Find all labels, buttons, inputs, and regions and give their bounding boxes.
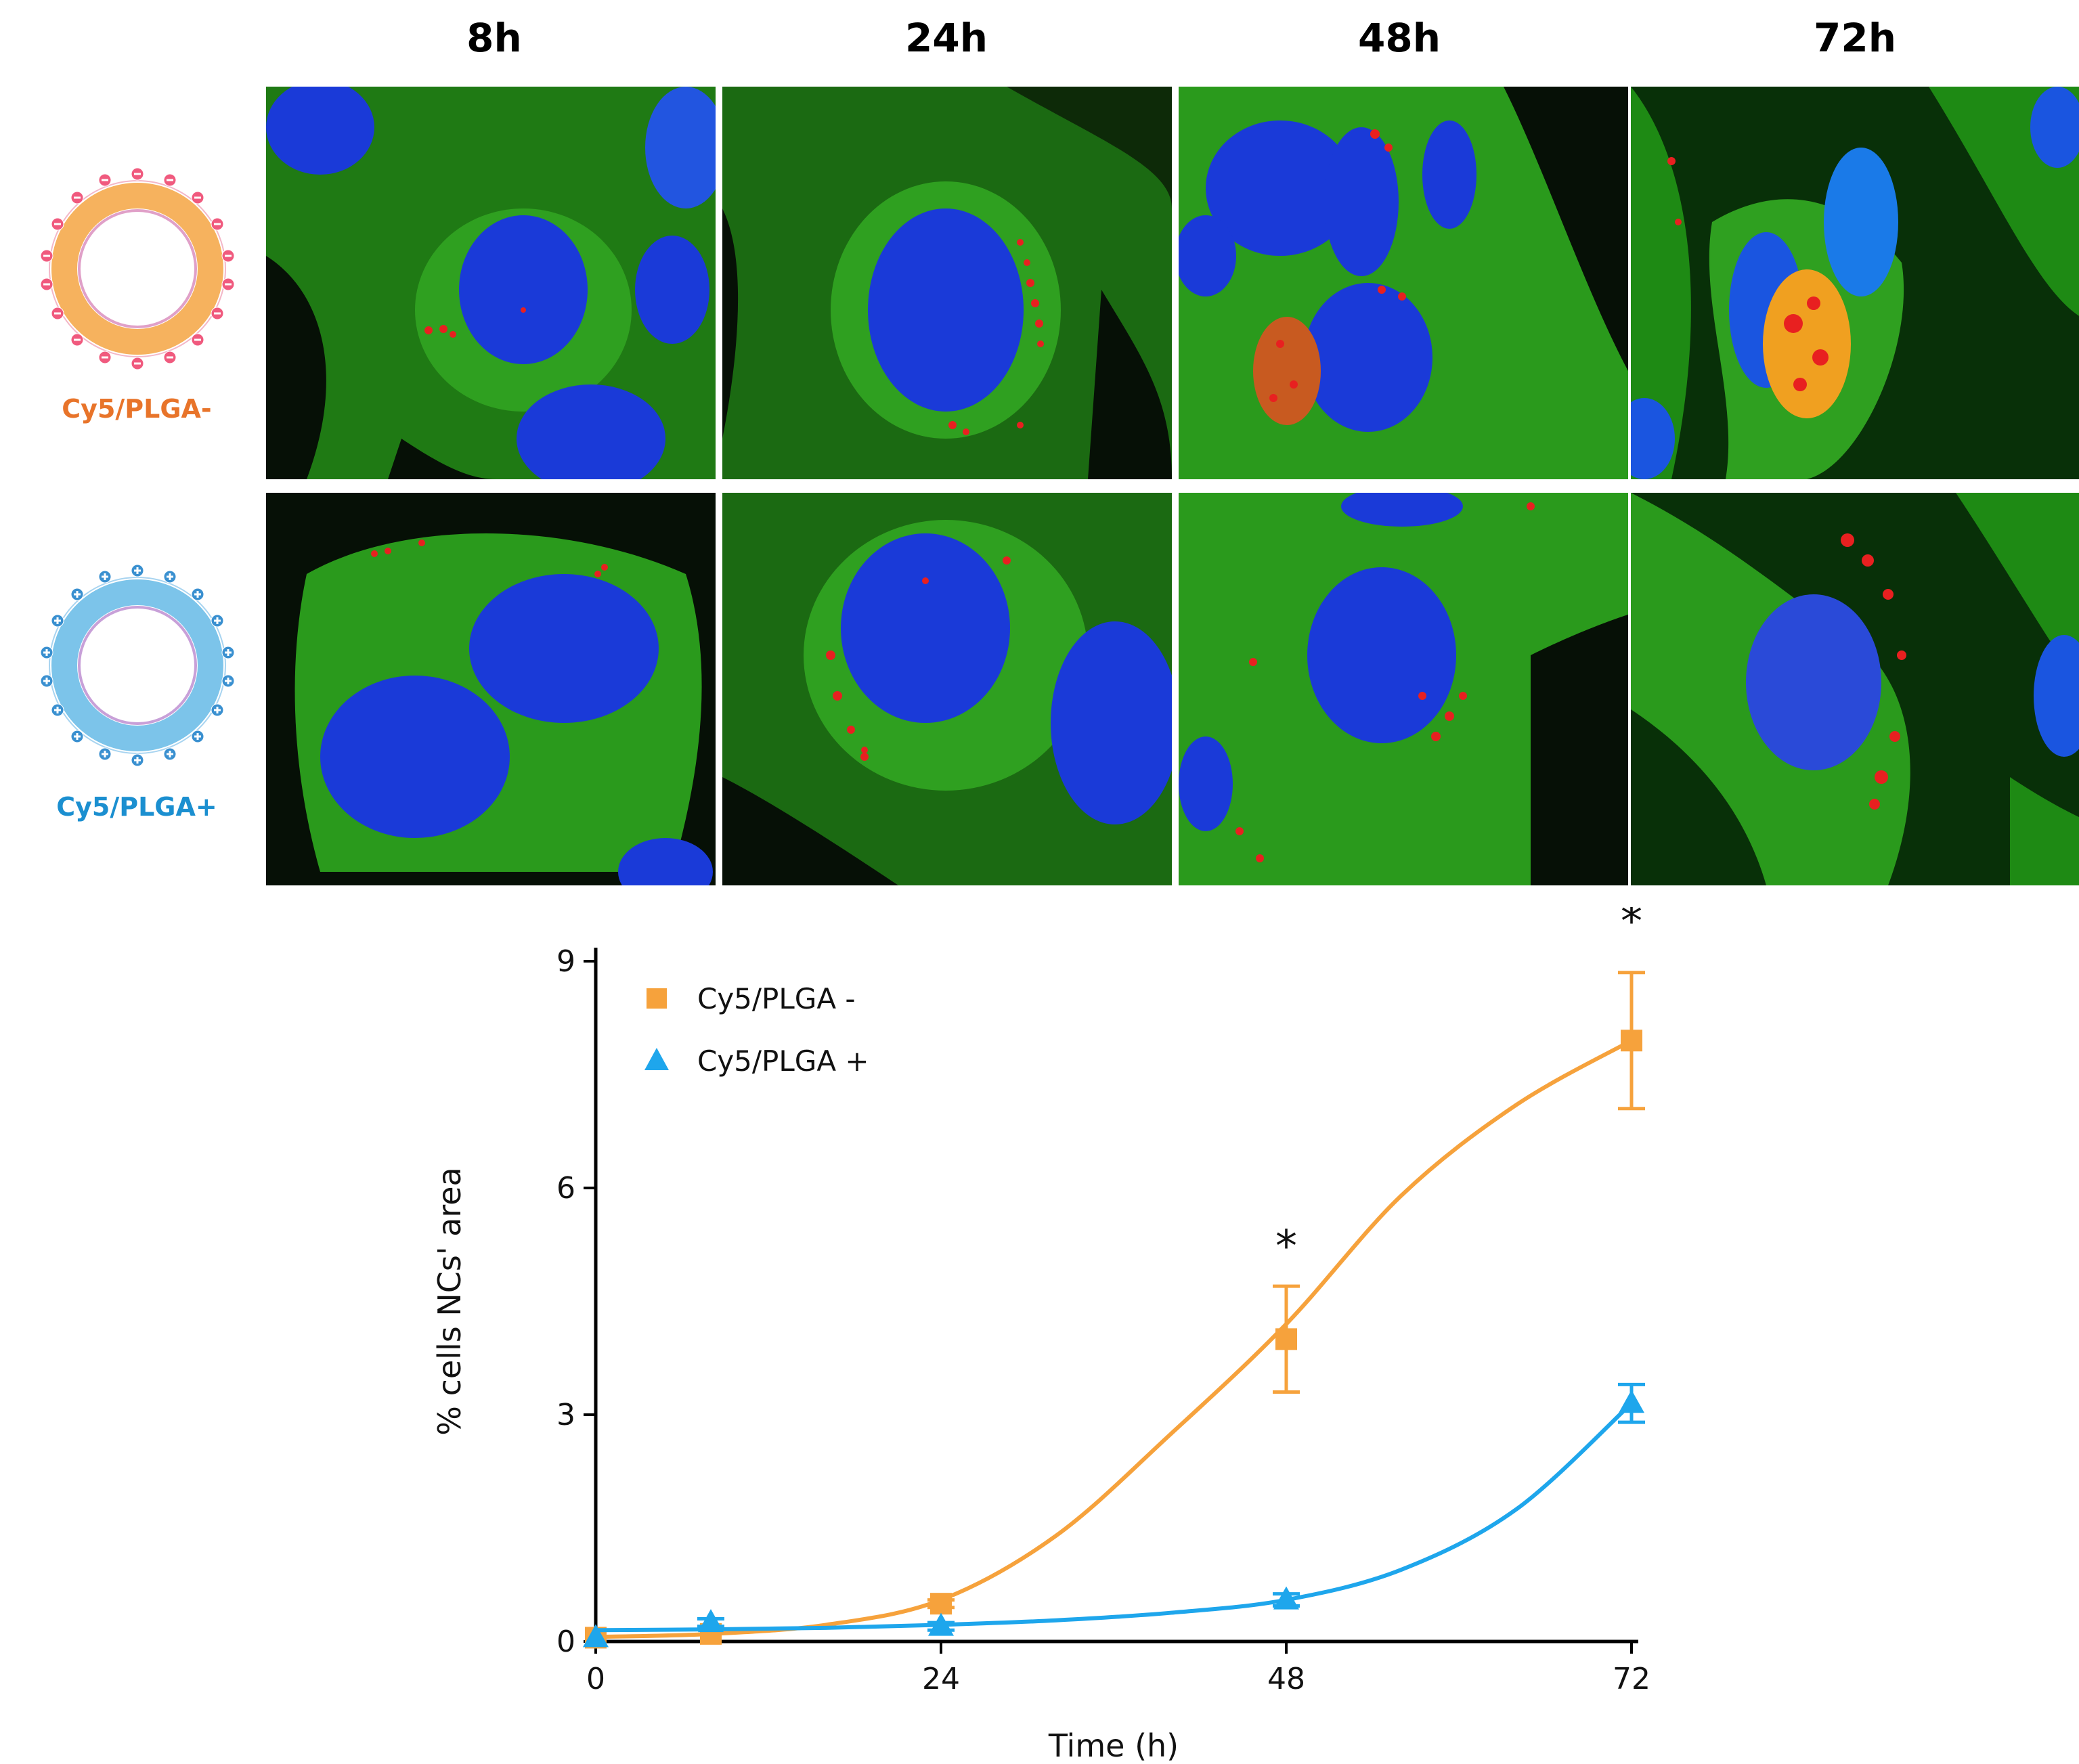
series-fit-line — [595, 1038, 1633, 1639]
data-point — [1275, 1328, 1297, 1350]
data-point — [698, 1609, 724, 1633]
data-point — [1273, 1586, 1299, 1610]
y-tick-label: 6 — [556, 1171, 575, 1206]
data-point — [1619, 1390, 1644, 1413]
row-label-positive: Cy5/PLGA+ — [56, 792, 217, 822]
significance-annotation: * — [1275, 1222, 1297, 1272]
data-point — [1621, 1030, 1642, 1052]
nanocapsule-positive-icon — [40, 564, 235, 767]
column-label-72h: 72h — [1813, 15, 1896, 61]
micrograph-negative-72h — [1631, 87, 2079, 479]
column-label-48h: 48h — [1357, 15, 1441, 61]
data-point — [583, 1624, 609, 1648]
legend-label: Cy5/PLGA + — [697, 1044, 869, 1078]
legend-item: Cy5/PLGA - — [647, 982, 856, 1015]
row-label-negative: Cy5/PLGA- — [62, 394, 212, 424]
y-tick-label: 9 — [556, 944, 575, 979]
data-point — [928, 1612, 954, 1636]
legend-label: Cy5/PLGA - — [697, 982, 856, 1015]
column-label-8h: 8h — [466, 15, 522, 61]
micrograph-positive-24h — [722, 493, 1172, 885]
annotation-layer: ** — [1275, 907, 1642, 1272]
series-1 — [583, 1382, 1645, 1648]
x-tick-label: 24 — [922, 1662, 960, 1696]
micrograph-positive-8h — [266, 493, 716, 885]
chart-legend: Cy5/PLGA - Cy5/PLGA + — [644, 982, 869, 1078]
chart-axes: 0 3 6 9 0 24 48 72 — [556, 944, 1650, 1696]
y-tick-label: 3 — [556, 1398, 575, 1432]
nanocapsule-negative-icon — [40, 167, 235, 370]
micrograph-positive-48h — [1179, 493, 1628, 885]
micrograph-negative-8h — [266, 87, 716, 479]
legend-marker — [644, 1048, 669, 1070]
y-axis-title: % cells NCs' area — [431, 1167, 468, 1435]
x-tick-label: 0 — [586, 1662, 605, 1696]
x-tick-label: 72 — [1613, 1662, 1650, 1696]
significance-annotation: * — [1621, 907, 1642, 947]
x-tick-label: 48 — [1267, 1662, 1305, 1696]
x-axis-title: Time (h) — [1048, 1727, 1179, 1764]
micrograph-negative-48h — [1179, 87, 1628, 479]
legend-item: Cy5/PLGA + — [644, 1044, 869, 1078]
legend-marker — [647, 988, 667, 1009]
data-point — [930, 1593, 952, 1615]
column-label-24h: 24h — [904, 15, 988, 61]
micrograph-positive-72h — [1631, 493, 2079, 885]
series-layer — [583, 971, 1645, 1649]
micrograph-negative-24h — [722, 87, 1172, 479]
series-fit-line — [595, 1402, 1634, 1633]
y-tick-label: 0 — [556, 1625, 575, 1659]
